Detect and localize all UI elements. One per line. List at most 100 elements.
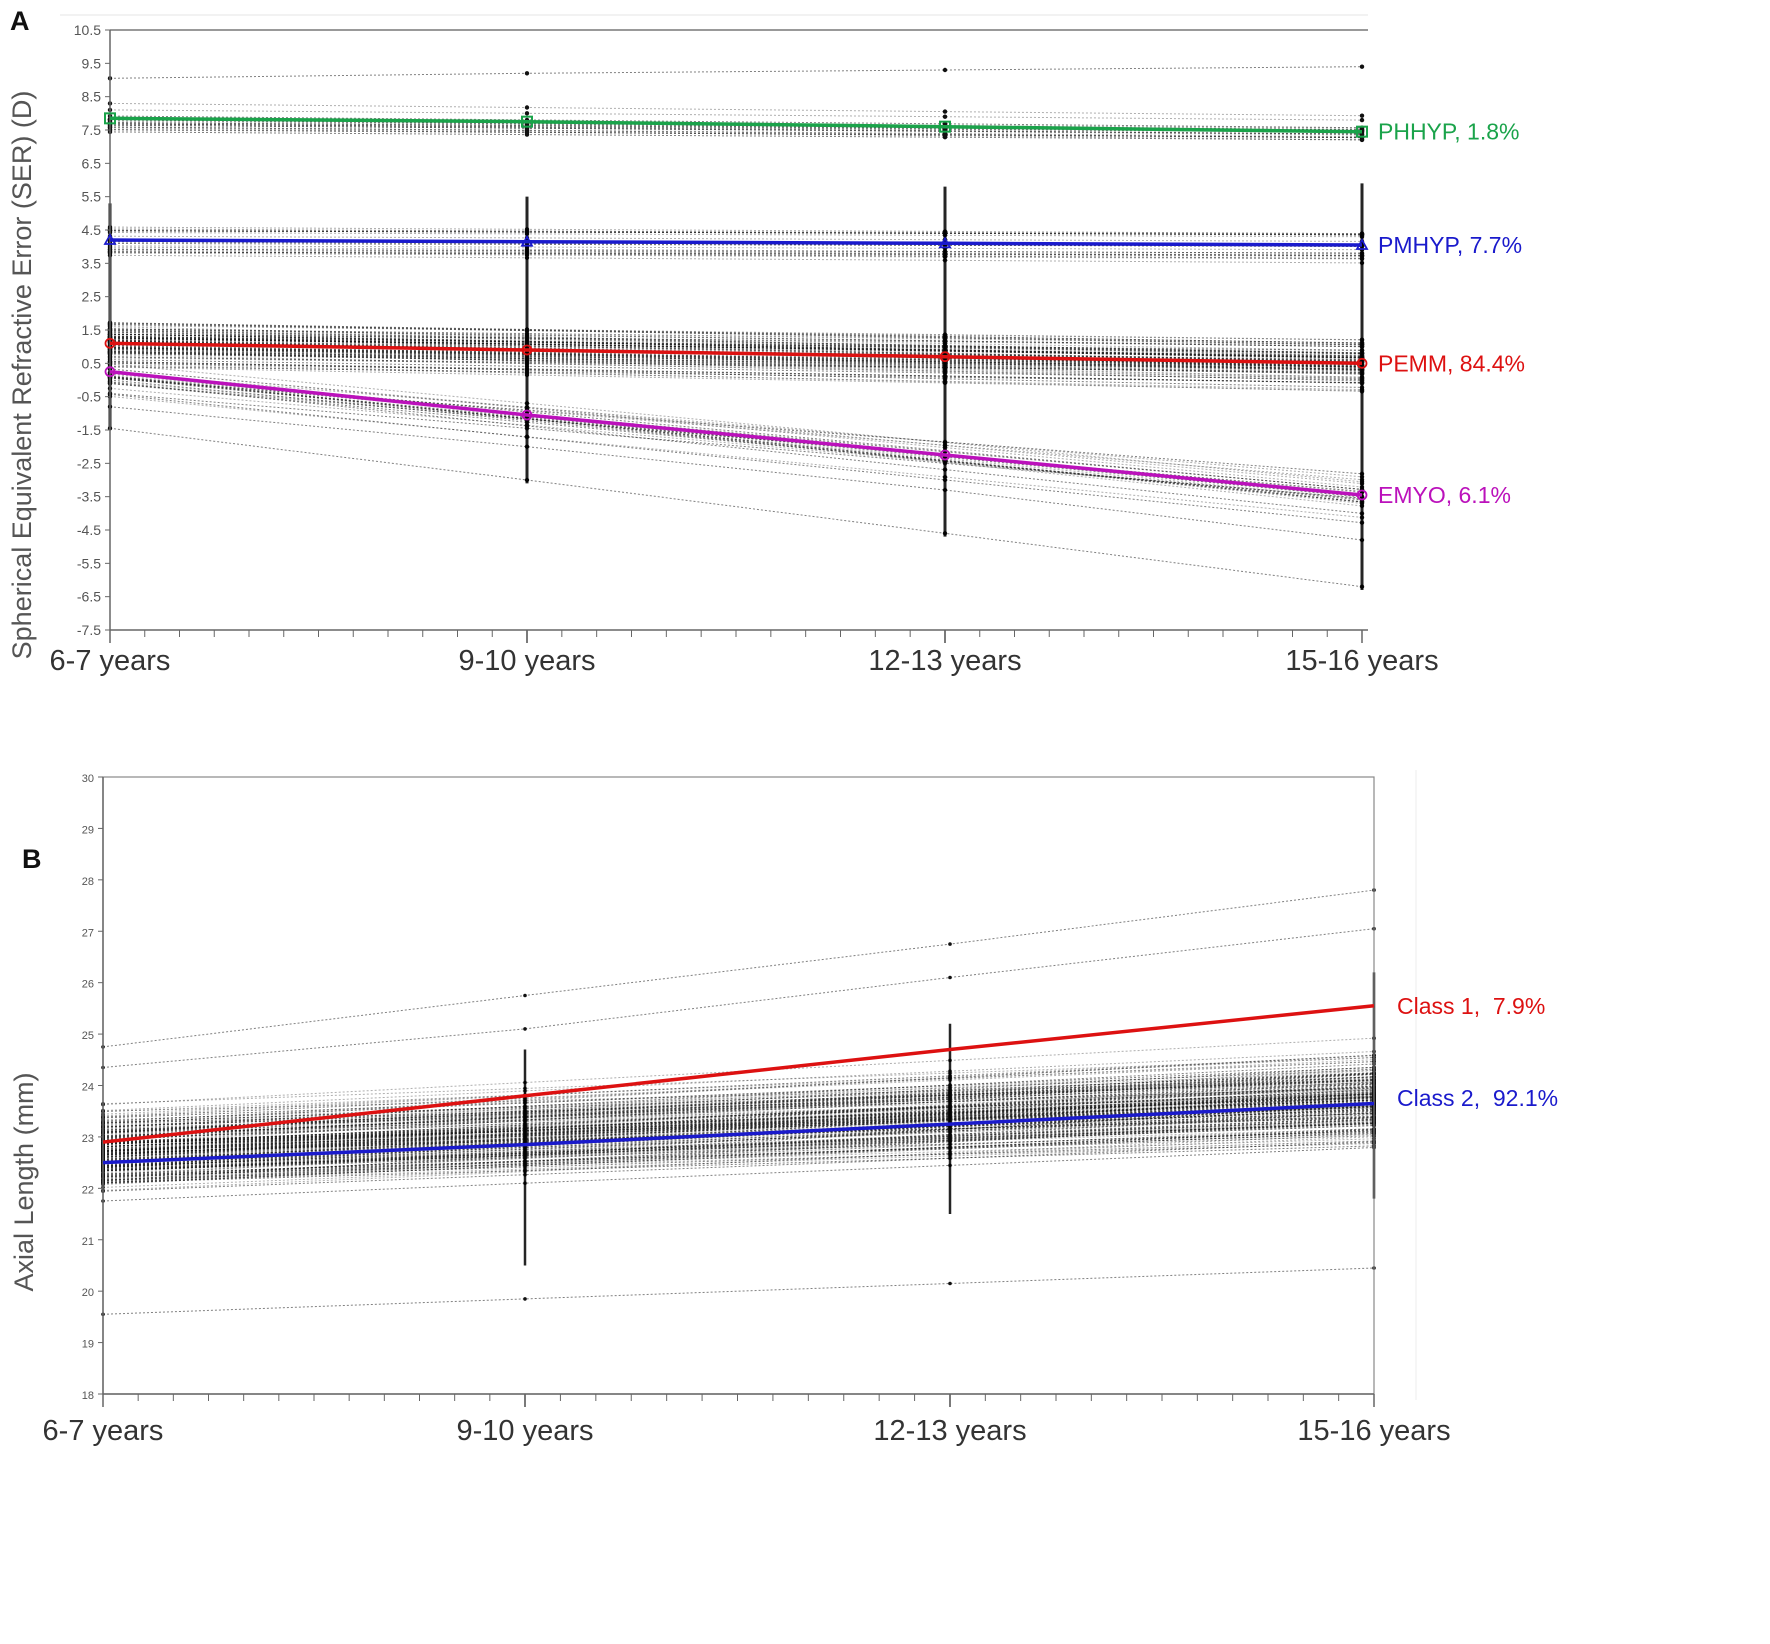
individual-trajectory bbox=[102, 1059, 1375, 1118]
individual-trajectory bbox=[102, 1086, 1375, 1151]
individual-trajectory bbox=[109, 383, 1363, 501]
individual-trajectory bbox=[102, 1081, 1375, 1155]
individual-trajectory bbox=[109, 346, 1363, 368]
y-tick-label: -0.5 bbox=[77, 389, 101, 405]
individual-point bbox=[948, 1281, 952, 1286]
individual-trajectory bbox=[109, 329, 1363, 348]
individual-point bbox=[523, 1027, 527, 1031]
individual-trajectory bbox=[102, 1091, 1375, 1156]
individual-trajectory bbox=[109, 355, 1363, 379]
individual-point bbox=[1359, 117, 1365, 123]
individual-trajectory bbox=[109, 340, 1363, 358]
individual-trajectory bbox=[109, 347, 1363, 370]
individual-trajectory bbox=[109, 232, 1363, 238]
panel-a-axes: 10.5 9.5 8.5 7.5 6.5 5.5 4.5 3.5 2.5 1.5 0.5 -0.5 -1… bbox=[50, 14, 1439, 677]
individual-trajectory bbox=[109, 322, 1363, 344]
individual-trajectory bbox=[102, 1061, 1375, 1118]
series-marker bbox=[1356, 125, 1368, 138]
individual-trajectory bbox=[102, 1076, 1375, 1138]
individual-trajectory bbox=[102, 1073, 1375, 1134]
individual-trajectory bbox=[109, 339, 1363, 368]
individual-trajectory bbox=[109, 331, 1363, 361]
y-tick-label: 29 bbox=[82, 824, 94, 836]
individual-point bbox=[948, 975, 952, 980]
individual-trajectory bbox=[109, 333, 1363, 359]
individual-trajectory bbox=[102, 1090, 1375, 1148]
y-tick-label: 28 bbox=[82, 876, 94, 888]
individual-trajectory bbox=[102, 1068, 1375, 1126]
x-tick-label: 15-16 years bbox=[1297, 1415, 1450, 1447]
y-tick-label: 2.5 bbox=[82, 289, 102, 305]
individual-trajectory bbox=[109, 356, 1363, 373]
individual-point bbox=[524, 130, 530, 135]
individual-trajectory bbox=[109, 353, 1363, 375]
individual-trajectory bbox=[109, 325, 1363, 341]
individual-trajectory bbox=[102, 1072, 1375, 1133]
series-marker bbox=[521, 115, 533, 128]
individual-trajectory bbox=[102, 1056, 1375, 1115]
panel-b: B 30 29 28 27 26 25 24 23 22 21 20 19 18 6-7 years 9-1… bbox=[9, 770, 1558, 1447]
individual-trajectory bbox=[109, 349, 1363, 374]
series-label: PMHYP, 7.7% bbox=[1378, 232, 1522, 258]
individual-trajectory bbox=[109, 109, 1363, 121]
individual-trajectory bbox=[102, 1083, 1375, 1152]
individual-trajectory bbox=[109, 328, 1363, 344]
y-tick-label: 18 bbox=[82, 1390, 94, 1402]
individual-trajectory bbox=[109, 352, 1363, 370]
y-tick-label: 26 bbox=[82, 979, 94, 991]
y-tick-label: -6.5 bbox=[77, 589, 101, 605]
individual-trajectory bbox=[109, 323, 1363, 344]
individual-trajectory bbox=[102, 1095, 1375, 1168]
panel-b-y-axis-title: Axial Length (mm) bbox=[9, 1072, 39, 1291]
individual-trajectory bbox=[109, 323, 1363, 341]
individual-trajectory bbox=[109, 131, 1363, 141]
individual-trajectory bbox=[109, 322, 1363, 346]
individual-trajectory bbox=[109, 339, 1363, 361]
y-tick-label: -3.5 bbox=[77, 489, 101, 505]
individual-trajectory bbox=[102, 1114, 1375, 1175]
individual-trajectory bbox=[102, 1073, 1375, 1139]
individual-trajectory bbox=[102, 1081, 1375, 1141]
individual-trajectory bbox=[109, 252, 1363, 260]
individual-trajectory bbox=[102, 1118, 1375, 1184]
y-tick-label: -5.5 bbox=[77, 555, 101, 571]
individual-trajectory bbox=[109, 335, 1363, 355]
individual-trajectory bbox=[102, 1105, 1375, 1176]
individual-trajectory bbox=[109, 123, 1363, 133]
individual-point bbox=[1359, 113, 1365, 118]
series-marker bbox=[104, 112, 116, 125]
individual-trajectory bbox=[102, 1055, 1375, 1117]
individual-trajectory bbox=[109, 337, 1363, 351]
individual-trajectory bbox=[109, 346, 1363, 362]
y-tick-label: 20 bbox=[82, 1287, 94, 1299]
y-tick-label: 0.5 bbox=[82, 355, 102, 371]
series-line-pemm bbox=[109, 341, 1363, 366]
individual-trajectory bbox=[102, 1267, 1375, 1315]
individual-point bbox=[523, 993, 527, 998]
y-tick-label: 27 bbox=[82, 927, 94, 939]
series-marker bbox=[1355, 238, 1369, 250]
individual-trajectory bbox=[102, 1063, 1375, 1128]
individual-trajectory bbox=[109, 337, 1363, 357]
individual-trajectory bbox=[109, 362, 1363, 392]
individual-trajectory bbox=[109, 347, 1363, 367]
individual-trajectory bbox=[109, 351, 1363, 380]
individual-trajectory bbox=[109, 120, 1363, 131]
individual-trajectory bbox=[102, 1084, 1375, 1152]
individual-trajectory bbox=[109, 357, 1363, 374]
individual-trajectory bbox=[109, 347, 1363, 366]
individual-trajectory bbox=[102, 1119, 1375, 1185]
series-marker bbox=[939, 351, 951, 363]
individual-trajectory bbox=[102, 1085, 1375, 1159]
individual-trajectory bbox=[109, 246, 1363, 254]
individual-trajectory bbox=[102, 1087, 1375, 1145]
individual-point bbox=[523, 1297, 527, 1301]
individual-trajectory bbox=[102, 1112, 1375, 1180]
individual-trajectory bbox=[102, 1143, 1375, 1177]
individual-trajectory bbox=[109, 115, 1363, 129]
individual-trajectory bbox=[109, 363, 1363, 483]
individual-trajectory bbox=[109, 351, 1363, 378]
individual-trajectory bbox=[109, 330, 1363, 351]
individual-trajectory bbox=[102, 1122, 1375, 1180]
series-marker bbox=[103, 233, 117, 245]
